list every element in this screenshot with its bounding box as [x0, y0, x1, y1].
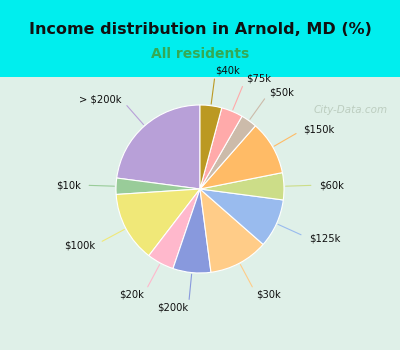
- Text: All residents: All residents: [151, 47, 249, 61]
- Wedge shape: [173, 189, 211, 273]
- Text: $200k: $200k: [157, 303, 188, 313]
- Wedge shape: [200, 126, 282, 189]
- Wedge shape: [116, 178, 200, 195]
- Wedge shape: [117, 105, 200, 189]
- Wedge shape: [200, 189, 263, 272]
- Wedge shape: [200, 173, 284, 200]
- Wedge shape: [149, 189, 200, 268]
- Text: $30k: $30k: [256, 289, 281, 299]
- Wedge shape: [200, 189, 283, 244]
- Text: $50k: $50k: [270, 87, 294, 97]
- Text: $20k: $20k: [119, 289, 144, 299]
- Text: $150k: $150k: [303, 124, 334, 134]
- Text: $125k: $125k: [309, 233, 340, 243]
- Text: $75k: $75k: [246, 74, 271, 84]
- Text: Income distribution in Arnold, MD (%): Income distribution in Arnold, MD (%): [28, 22, 372, 37]
- Text: City-Data.com: City-Data.com: [314, 105, 388, 115]
- Wedge shape: [116, 189, 200, 256]
- Wedge shape: [200, 108, 242, 189]
- Text: > $200k: > $200k: [79, 94, 121, 104]
- Text: $10k: $10k: [56, 180, 81, 190]
- Text: $40k: $40k: [216, 66, 240, 76]
- Text: $60k: $60k: [319, 180, 344, 190]
- Text: $100k: $100k: [64, 240, 95, 250]
- Wedge shape: [200, 116, 255, 189]
- Wedge shape: [200, 105, 222, 189]
